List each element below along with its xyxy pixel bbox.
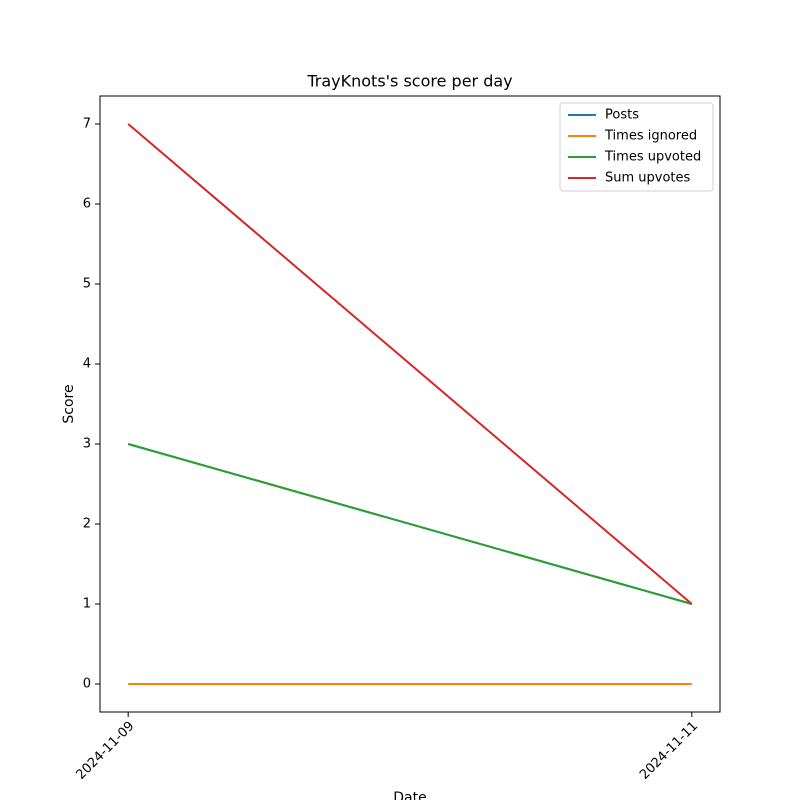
y-tick-label: 6 (83, 197, 91, 212)
x-axis-label: Date (393, 790, 426, 800)
y-tick-label: 3 (83, 437, 91, 452)
legend-box (559, 102, 714, 192)
legend-label: Sum upvotes (605, 171, 691, 186)
y-tick-label: 7 (83, 117, 91, 132)
x-tick-label: 2024-11-09 (73, 719, 137, 783)
plot-frame (99, 95, 721, 713)
y-tick-label: 1 (83, 597, 91, 612)
chart-title: TrayKnots's score per day (306, 72, 512, 91)
y-tick-label: 0 (83, 677, 91, 692)
y-tick-label: 4 (83, 357, 91, 372)
y-tick-label: 5 (83, 277, 91, 292)
y-tick-label: 2 (83, 517, 91, 532)
legend-label: Times upvoted (604, 150, 701, 165)
y-axis-label: Score (61, 384, 77, 423)
legend-label: Times ignored (604, 129, 697, 144)
series-line (127, 123, 693, 605)
x-tick-label: 2024-11-11 (637, 719, 701, 783)
series-line (127, 443, 693, 605)
legend-label: Posts (605, 108, 639, 123)
